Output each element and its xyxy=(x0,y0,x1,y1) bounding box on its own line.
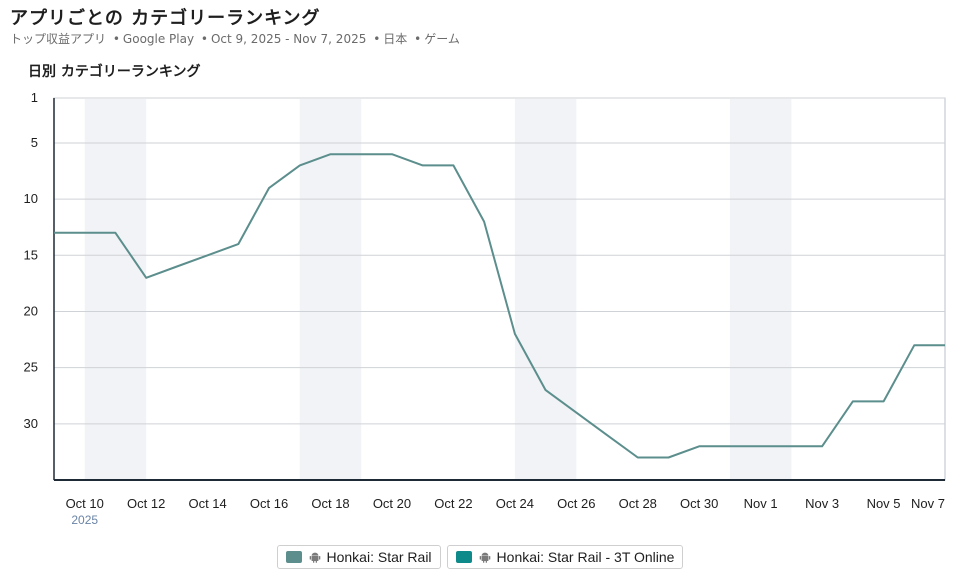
y-tick-label: 30 xyxy=(24,416,38,431)
y-tick-label: 5 xyxy=(31,135,38,150)
legend-item-series-2[interactable]: Honkai: Star Rail - 3T Online xyxy=(446,545,684,569)
y-tick-label: 10 xyxy=(24,191,38,206)
x-tick-label: Nov 3 xyxy=(805,496,839,511)
page-subtitle: トップ収益アプリ • Google Play • Oct 9, 2025 - Nov… xyxy=(10,32,460,46)
x-tick-sublabel: 2025 xyxy=(71,513,98,527)
legend-label-series-1: Honkai: Star Rail xyxy=(326,549,432,565)
x-tick-label: Oct 24 xyxy=(496,496,534,511)
x-tick-label: Oct 30 xyxy=(680,496,718,511)
shaded-band xyxy=(84,99,147,480)
x-tick-label: Oct 16 xyxy=(250,496,288,511)
x-tick-label: Oct 22 xyxy=(434,496,472,511)
y-tick-label: 20 xyxy=(24,303,38,318)
x-tick-label: Nov 7 xyxy=(911,496,945,511)
android-icon xyxy=(309,552,320,563)
shaded-band xyxy=(729,99,792,480)
page-title: アプリごとの カテゴリーランキング xyxy=(10,8,321,29)
subtitle-date-range: Oct 9, 2025 - Nov 7, 2025 xyxy=(210,32,367,46)
subtitle-chart-type: トップ収益アプリ xyxy=(10,32,107,46)
legend-swatch-series-2 xyxy=(455,551,472,563)
x-tick-label: Oct 20 xyxy=(373,496,411,511)
android-icon xyxy=(479,552,490,563)
plot-area xyxy=(53,97,946,481)
x-tick-label: Oct 28 xyxy=(619,496,657,511)
subtitle-category: ゲーム xyxy=(424,32,460,46)
x-tick-label: Nov 5 xyxy=(867,496,901,511)
shaded-band xyxy=(514,99,577,480)
x-tick-label: Oct 14 xyxy=(188,496,226,511)
chart-legend: Honkai: Star Rail Honkai: Star Rail - 3T… xyxy=(0,545,960,569)
legend-swatch-series-1 xyxy=(285,551,302,563)
subtitle-store: Google Play xyxy=(122,32,195,46)
y-tick-label: 1 xyxy=(31,90,38,105)
x-tick-label: Oct 18 xyxy=(311,496,349,511)
x-tick-label: Oct 26 xyxy=(557,496,595,511)
y-tick-label: 25 xyxy=(24,360,38,375)
shaded-band xyxy=(299,99,362,480)
x-tick-label: Oct 12 xyxy=(127,496,165,511)
y-tick-label: 15 xyxy=(24,247,38,262)
legend-label-series-2: Honkai: Star Rail - 3T Online xyxy=(496,549,675,565)
x-tick-label: Oct 10 xyxy=(66,496,104,511)
subtitle-country: 日本 xyxy=(383,32,408,46)
chart-section-title: 日別 カテゴリーランキング xyxy=(28,64,201,80)
x-tick-label: Nov 1 xyxy=(744,496,778,511)
legend-item-series-1[interactable]: Honkai: Star Rail xyxy=(276,545,441,569)
series-line-1 xyxy=(54,153,945,459)
